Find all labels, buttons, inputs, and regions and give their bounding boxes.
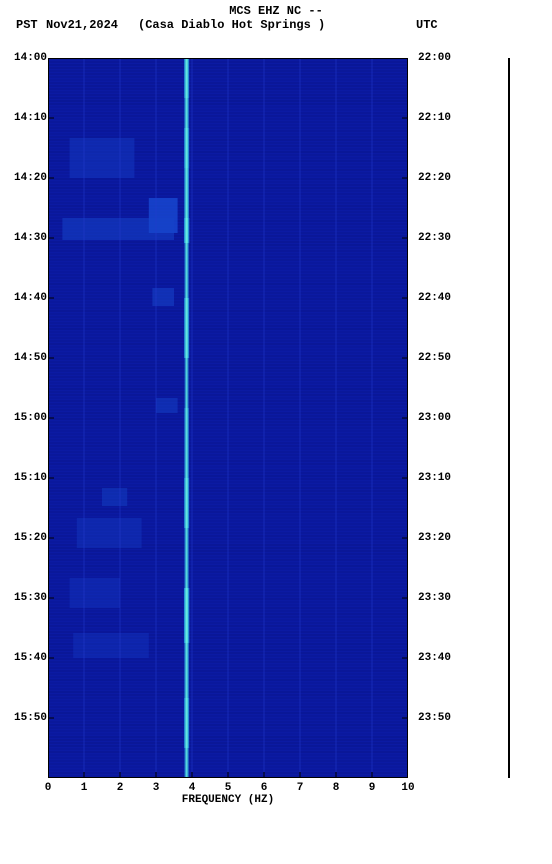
y-right-tick-label: 23:50 [418, 712, 451, 724]
y-right-tick-label: 22:00 [418, 52, 451, 64]
y-left-tick-label: 15:20 [14, 532, 47, 544]
y-left-tick-label: 15:10 [14, 472, 47, 484]
y-right-tick-label: 23:20 [418, 532, 451, 544]
y-left-tick-label: 14:50 [14, 352, 47, 364]
x-tick-label: 0 [45, 782, 52, 794]
x-tick-label: 9 [369, 782, 376, 794]
tz-right-label: UTC [416, 18, 438, 32]
y-right-tick-label: 22:50 [418, 352, 451, 364]
x-tick-label: 6 [261, 782, 268, 794]
x-tick-label: 5 [225, 782, 232, 794]
x-tick-label: 10 [401, 782, 414, 794]
y-left-tick-label: 14:00 [14, 52, 47, 64]
y-right-tick-label: 23:40 [418, 652, 451, 664]
y-right-tick-label: 22:40 [418, 292, 451, 304]
date-label: Nov21,2024 [46, 18, 118, 32]
x-tick-label: 2 [117, 782, 124, 794]
y-right-tick-label: 22:10 [418, 112, 451, 124]
y-left-tick-label: 15:00 [14, 412, 47, 424]
x-tick-label: 8 [333, 782, 340, 794]
y-left-tick-label: 14:30 [14, 232, 47, 244]
plot-title-line1: MCS EHZ NC -- [0, 4, 552, 18]
spectrogram-plot [48, 58, 408, 778]
y-right-tick-label: 23:00 [418, 412, 451, 424]
x-tick-label: 1 [81, 782, 88, 794]
y-right-tick-label: 22:30 [418, 232, 451, 244]
x-axis-title: FREQUENCY (HZ) [48, 794, 408, 806]
tz-left-label: PST [16, 18, 38, 32]
y-right-tick-label: 23:10 [418, 472, 451, 484]
y-left-tick-label: 14:20 [14, 172, 47, 184]
y-left-tick-label: 14:10 [14, 112, 47, 124]
y-left-tick-label: 14:40 [14, 292, 47, 304]
x-tick-label: 3 [153, 782, 160, 794]
y-left-tick-label: 15:30 [14, 592, 47, 604]
colorbar-axis [508, 58, 510, 778]
y-right-tick-label: 22:20 [418, 172, 451, 184]
y-left-tick-label: 15:50 [14, 712, 47, 724]
x-tick-label: 7 [297, 782, 304, 794]
x-tick-label: 4 [189, 782, 196, 794]
y-right-tick-label: 23:30 [418, 592, 451, 604]
y-left-tick-label: 15:40 [14, 652, 47, 664]
location-label: (Casa Diablo Hot Springs ) [138, 18, 325, 32]
